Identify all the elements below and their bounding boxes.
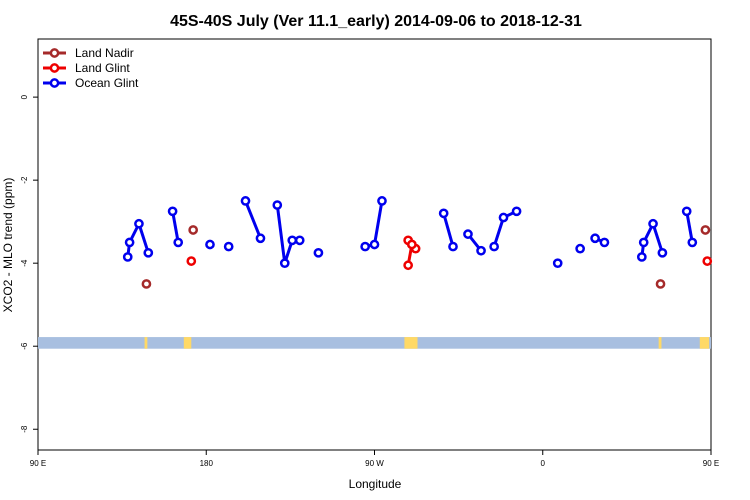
land-patch <box>404 337 418 349</box>
data-point <box>377 196 387 206</box>
data-point <box>476 245 486 256</box>
ocean-band <box>38 337 711 349</box>
legend-marker <box>49 63 60 73</box>
data-point <box>463 229 473 239</box>
series-line <box>171 211 180 243</box>
data-point <box>636 252 647 262</box>
data-point <box>167 206 178 217</box>
data-point <box>287 235 298 246</box>
y-tick-label: -4 <box>20 259 29 267</box>
series-line <box>244 200 262 239</box>
data-point <box>223 241 234 252</box>
data-point <box>552 258 563 269</box>
chart-title: 45S-40S July (Ver 11.1_early) 2014-09-06… <box>170 13 582 30</box>
x-tick-label: 180 <box>200 459 214 468</box>
land-patch <box>144 337 148 349</box>
data-point <box>681 206 692 217</box>
data-point <box>124 237 135 248</box>
data-point <box>599 237 610 248</box>
data-point <box>590 233 600 244</box>
data-point <box>143 247 154 258</box>
series-line <box>685 211 694 243</box>
data-point <box>173 237 184 248</box>
data-point <box>657 247 668 258</box>
series-ocean-glint <box>122 196 698 269</box>
series-land-glint <box>186 235 713 271</box>
land-ocean-strip <box>38 337 711 349</box>
data-point <box>186 256 197 266</box>
data-point <box>700 225 711 235</box>
legend-label: Ocean Glint <box>75 76 139 90</box>
land-patch <box>699 337 710 349</box>
x-tick-label: 90 E <box>30 459 46 468</box>
legend-marker <box>49 48 60 58</box>
land-patch <box>183 337 192 349</box>
data-point <box>511 206 522 217</box>
data-point <box>134 218 144 229</box>
data-point <box>575 243 585 254</box>
x-tick-label: 0 <box>541 459 546 468</box>
x-tick-label: 90 W <box>365 459 384 468</box>
legend-marker <box>49 78 60 88</box>
series-land-nadir <box>141 225 711 289</box>
data-point <box>205 239 215 250</box>
series-line <box>275 204 300 265</box>
y-tick-label: -8 <box>20 425 29 433</box>
data-point <box>448 241 458 252</box>
legend-label: Land Nadir <box>75 46 134 60</box>
data-point <box>313 247 324 258</box>
series-line <box>640 222 664 258</box>
series-line <box>364 200 384 249</box>
data-point <box>648 218 658 229</box>
data-point <box>655 279 666 289</box>
data-point <box>188 225 199 235</box>
series-line <box>442 212 455 247</box>
data-point <box>141 279 152 289</box>
y-tick-label: -2 <box>20 176 29 184</box>
data-point <box>294 235 305 246</box>
y-axis: 0 -2 -4 -6 -8 <box>20 94 38 433</box>
series-line <box>126 222 150 258</box>
data-point <box>279 258 290 269</box>
data-point <box>489 241 499 252</box>
series-layer <box>122 196 713 289</box>
data-point <box>702 256 713 266</box>
y-axis-label: XCO2 - MLO trend (ppm) <box>1 178 15 313</box>
y-tick-label: -6 <box>20 342 29 350</box>
data-point <box>122 252 133 262</box>
data-point <box>438 208 449 219</box>
data-point <box>498 212 509 223</box>
data-point <box>272 200 283 210</box>
data-point <box>369 239 380 250</box>
data-point <box>687 237 698 248</box>
x-tick-label: 90 E <box>703 459 719 468</box>
data-point <box>240 196 251 206</box>
x-axis-label: Longitude <box>349 477 402 491</box>
data-point <box>407 239 417 250</box>
data-point <box>403 260 413 271</box>
data-point <box>638 237 649 248</box>
data-point <box>360 241 371 252</box>
y-tick-label: 0 <box>20 94 29 99</box>
legend-label: Land Glint <box>75 61 130 75</box>
land-patch <box>658 337 662 349</box>
data-point <box>255 233 266 244</box>
